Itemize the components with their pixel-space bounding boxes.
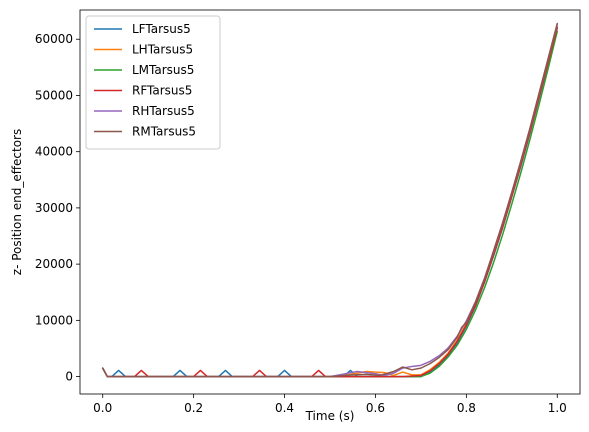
x-tick-label: 1.0 — [548, 401, 567, 415]
y-axis: 0 10000 20000 30000 40000 50000 60000 — [35, 32, 80, 384]
y-tick-label: 40000 — [35, 145, 73, 159]
legend-entry: LHTarsus5 — [132, 43, 193, 57]
y-tick-label: 30000 — [35, 201, 73, 215]
series-line-rmtarsus5 — [101, 22, 559, 378]
legend-entry: RMTarsus5 — [132, 125, 196, 139]
x-axis: 0.0 0.2 0.4 0.6 0.8 1.0 — [93, 394, 567, 415]
x-tick-label: 0.6 — [366, 401, 385, 415]
x-tick-label: 0.4 — [275, 401, 294, 415]
x-tick-label: 0.2 — [184, 401, 203, 415]
series-line-rftarsus5 — [101, 26, 559, 378]
x-axis-label: Time (s) — [305, 409, 355, 423]
x-tick-label: 0.0 — [93, 401, 112, 415]
legend-entry: RFTarsus5 — [132, 84, 192, 98]
y-axis-label: z- Position end_effectors — [10, 129, 24, 275]
y-tick-label: 50000 — [35, 88, 73, 102]
legend-entry: RHTarsus5 — [132, 104, 195, 118]
legend: LFTarsus5 LHTarsus5 LMTarsus5 RFTarsus5 RHTa… — [85, 15, 221, 150]
legend-entry: LFTarsus5 — [132, 22, 191, 36]
y-tick-label: 0 — [65, 370, 73, 384]
y-tick-label: 60000 — [35, 32, 73, 46]
plot-frame — [79, 9, 581, 395]
series-layer — [101, 22, 559, 378]
x-tick-label: 0.8 — [457, 401, 476, 415]
y-tick-label: 20000 — [35, 257, 73, 271]
legend-entry: LMTarsus5 — [132, 63, 194, 77]
y-tick-label: 10000 — [35, 313, 73, 327]
